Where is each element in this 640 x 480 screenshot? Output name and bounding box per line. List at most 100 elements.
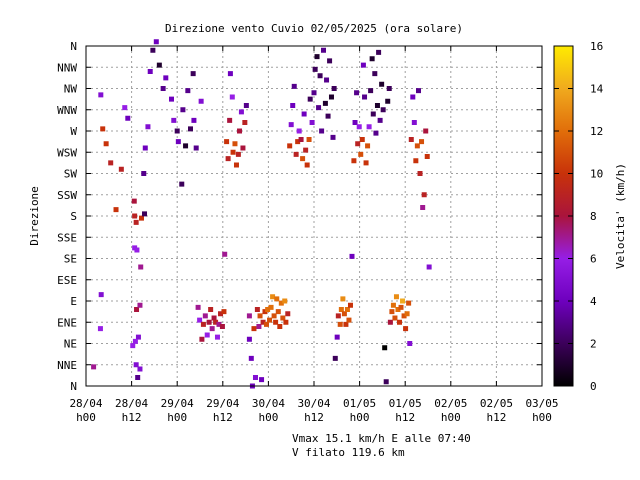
data-point: [374, 103, 380, 108]
x-tick-date: 30/04: [297, 397, 330, 410]
data-point: [420, 205, 426, 210]
data-point: [383, 379, 389, 385]
data-point: [118, 166, 124, 172]
data-point: [132, 338, 138, 344]
data-point: [385, 98, 391, 104]
data-point: [113, 207, 119, 213]
data-point: [280, 315, 286, 321]
data-point: [352, 120, 358, 125]
colorbar-label: Velocita' (km/h): [614, 163, 627, 269]
data-point: [410, 94, 416, 100]
data-point: [218, 311, 224, 317]
data-point: [387, 319, 393, 325]
data-point: [400, 298, 406, 304]
x-tick-date: 28/04: [69, 397, 102, 410]
x-tick-date: 01/05: [389, 397, 422, 410]
data-point: [401, 313, 407, 319]
y-tick-label: N: [70, 40, 77, 53]
data-point: [204, 332, 210, 338]
data-point: [145, 124, 151, 130]
data-point: [358, 151, 364, 157]
data-point: [354, 90, 360, 96]
data-point: [426, 264, 432, 270]
data-point: [376, 49, 382, 55]
x-axis-ticks: 28/04h0028/04h1229/04h0029/04h1230/04h00…: [69, 46, 559, 424]
data-point: [174, 128, 180, 134]
data-point: [202, 313, 208, 319]
data-point: [260, 319, 266, 325]
data-point: [365, 143, 371, 149]
data-point: [169, 96, 174, 102]
data-point: [411, 120, 417, 125]
plot-grid: [86, 46, 542, 386]
data-point: [372, 71, 378, 77]
data-point: [130, 343, 136, 349]
data-point: [296, 128, 302, 134]
data-point: [343, 321, 349, 327]
data-point: [370, 111, 376, 117]
y-tick-label: N: [70, 380, 77, 393]
data-point: [395, 307, 401, 312]
data-point: [171, 117, 177, 123]
data-point: [304, 162, 310, 168]
data-point: [393, 294, 399, 300]
data-point: [368, 88, 374, 94]
data-point: [417, 171, 423, 176]
data-point: [108, 160, 114, 166]
data-point: [246, 313, 252, 319]
data-point: [404, 311, 410, 317]
data-point: [256, 324, 262, 329]
x-tick-time: h12: [122, 411, 142, 424]
data-point: [191, 117, 197, 123]
data-point: [379, 81, 385, 87]
data-points: [91, 39, 432, 389]
y-tick-label: S: [70, 210, 77, 223]
colorbar-tick-label: 0: [590, 380, 597, 393]
data-point: [423, 128, 429, 134]
data-point: [134, 307, 140, 312]
data-point: [137, 366, 143, 372]
colorbar-tick-label: 12: [590, 125, 603, 138]
data-point: [135, 334, 141, 340]
data-point: [397, 319, 402, 325]
data-point: [390, 302, 396, 308]
data-point: [277, 324, 283, 329]
data-point: [138, 264, 144, 270]
data-point: [363, 160, 369, 166]
data-point: [206, 319, 212, 325]
data-point: [190, 71, 196, 77]
colorbar-tick-label: 14: [590, 83, 604, 96]
data-point: [273, 319, 279, 325]
data-point: [319, 128, 325, 134]
colorbar-tick-label: 2: [590, 338, 597, 351]
data-point: [351, 158, 357, 164]
data-point: [288, 122, 294, 128]
data-point: [306, 137, 312, 142]
data-point: [312, 66, 318, 72]
data-point: [349, 253, 355, 259]
y-tick-label: ESE: [57, 274, 77, 287]
data-point: [138, 215, 144, 221]
data-point: [386, 86, 392, 91]
colorbar-tick-label: 8: [590, 210, 597, 223]
data-point: [301, 111, 307, 117]
data-point: [97, 326, 103, 332]
data-point: [287, 143, 293, 149]
data-point: [311, 90, 317, 96]
data-point: [229, 94, 235, 100]
data-point: [135, 375, 141, 380]
y-tick-label: W: [70, 125, 77, 138]
data-point: [264, 321, 269, 327]
data-point: [270, 294, 276, 300]
data-point: [298, 137, 304, 142]
data-point: [137, 302, 143, 308]
data-point: [213, 319, 219, 325]
data-point: [147, 69, 153, 74]
x-tick-date: 30/04: [252, 397, 285, 410]
data-point: [160, 86, 166, 91]
data-point: [347, 302, 353, 308]
data-point: [362, 94, 368, 100]
data-point: [224, 139, 230, 145]
colorbar-ticks: 0 2 4 6 8 10 12 14 16: [554, 40, 604, 393]
data-point: [403, 326, 409, 332]
